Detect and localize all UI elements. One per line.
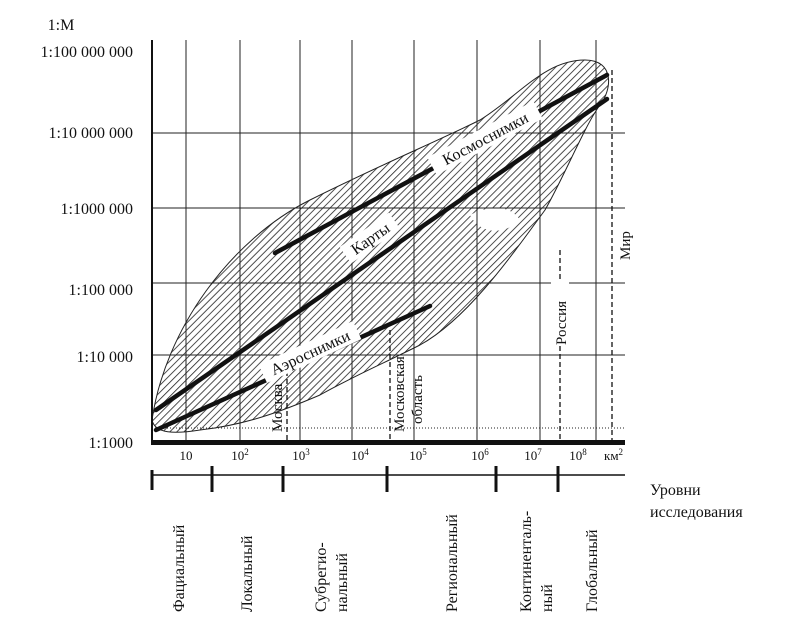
level-label: Континенталь-	[518, 511, 535, 612]
x-tick-label: 105	[409, 447, 427, 463]
x-axis-band	[152, 440, 625, 445]
moscow-oblast-label-1: Московская	[392, 356, 408, 432]
maps-curve	[153, 96, 610, 413]
levels-axis	[150, 466, 625, 492]
x-tick-label: 10	[180, 448, 193, 463]
region-labels: Москва Московская область Россия Мир	[270, 228, 634, 432]
level-label: Локальный	[239, 535, 256, 612]
y-tick-label: 1:1000 000	[61, 201, 133, 218]
x-tick-label: 106	[471, 447, 489, 463]
level-label: Субрегио-	[313, 542, 330, 612]
levels-title-line2: исследования	[650, 504, 743, 521]
level-label: Глобальный	[584, 529, 601, 612]
y-tick-label: 1:10 000	[77, 349, 133, 366]
x-tick-label: 104	[351, 447, 369, 463]
hatch-gap	[310, 141, 380, 163]
y-tick-label: 1:100 000 000	[41, 44, 133, 61]
levels-title-line1: Уровни	[650, 482, 701, 499]
y-axis-labels: 1:М 1:100 000 000 1:10 000 000 1:1000 00…	[41, 17, 133, 452]
hatch-gap	[470, 208, 520, 231]
x-tick-label: 107	[524, 447, 542, 463]
level-label: Фациальный	[171, 524, 188, 612]
x-tick-label: 108	[569, 447, 587, 463]
russia-label: Россия	[554, 301, 570, 345]
grid-vertical	[185, 40, 597, 440]
level-label: ный	[539, 584, 556, 612]
level-labels: Фациальный Локальный Субрегио- нальный Р…	[171, 511, 601, 612]
x-tick-label: 102	[231, 447, 249, 463]
x-unit-label: км2	[604, 447, 623, 463]
grid-horizontal	[152, 132, 625, 429]
world-label: Мир	[618, 231, 634, 260]
x-axis-labels: 10 102 103 104 105 106 107 108 км2	[180, 447, 624, 463]
x-tick-label: 103	[292, 447, 310, 463]
region-boundaries	[286, 70, 613, 440]
level-label: нальный	[334, 553, 351, 612]
moscow-label: Москва	[270, 383, 286, 432]
moscow-oblast-label-2: область	[410, 375, 426, 424]
y-tick-label: 1:10 000 000	[49, 125, 133, 142]
y-axis-header: 1:М	[48, 17, 75, 34]
y-tick-label: 1:1000	[89, 435, 133, 452]
y-tick-label: 1:100 000	[69, 282, 133, 299]
level-label: Региональный	[444, 514, 461, 612]
hatched-envelope	[151, 59, 610, 433]
